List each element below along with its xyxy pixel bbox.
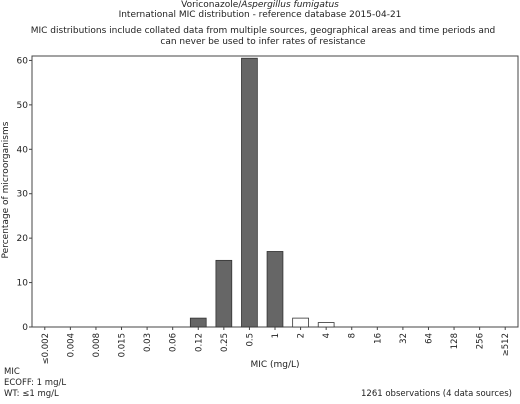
footer-mic-label: MIC [4, 367, 20, 377]
x-tick-label: 32 [399, 333, 409, 344]
x-tick-label: ≥512 [501, 333, 511, 356]
bars [189, 57, 335, 328]
x-tick-label: 0.06 [169, 333, 179, 352]
x-tick-label: 0.004 [66, 333, 76, 357]
x-tick-label: 256 [476, 333, 486, 349]
footer-observations: 1261 observations (4 data sources) [361, 389, 512, 399]
chart-subtitle: MIC distributions include collated data … [30, 26, 496, 47]
y-tick-label: 40 [17, 145, 29, 155]
x-tick-label: 128 [450, 333, 460, 349]
x-tick-label: 0.25 [220, 333, 230, 352]
bar-0.5 [241, 57, 258, 328]
bar-0.25 [215, 259, 233, 328]
x-tick-label: 16 [373, 333, 383, 344]
y-tick-label: 0 [22, 323, 28, 333]
x-tick-label: 2 [297, 333, 307, 338]
x-tick-label: 0.008 [92, 333, 102, 357]
bar-0.12 [189, 317, 207, 328]
y-tick-label: 50 [17, 101, 29, 111]
footer-ecoff: ECOFF: 1 mg/L [4, 378, 67, 388]
x-tick-label: 0.12 [194, 333, 204, 352]
bar-2 [292, 317, 309, 328]
ticks: 0 10 20 30 40 50 60 ≤0.002 0.004 0.008 0.015 0.03 0.… [17, 56, 512, 364]
x-tick-label: 0.015 [118, 333, 128, 357]
x-tick-label: 1 [271, 333, 281, 338]
y-tick-label: 20 [17, 234, 29, 244]
x-tick-label: 0.03 [143, 333, 153, 352]
y-axis-label: Percentage of microorganisms [1, 121, 11, 258]
x-tick-label: 64 [424, 333, 434, 344]
x-tick-label: 8 [348, 333, 358, 338]
y-tick-label: 60 [17, 56, 29, 66]
title-prefix: Voriconazole/ [181, 0, 242, 10]
y-tick-label: 30 [17, 190, 29, 200]
footer-wt: WT: ≤1 mg/L [4, 389, 59, 399]
chart-title-line2: International MIC distribution - referen… [118, 10, 402, 20]
x-tick-label: 0.5 [245, 333, 255, 347]
x-tick-label: ≤0.002 [41, 333, 51, 364]
bar-4 [317, 322, 335, 328]
bar-1 [266, 251, 284, 328]
x-tick-label: 4 [322, 333, 332, 338]
x-axis-label: MIC (mg/L) [250, 360, 299, 370]
y-tick-label: 10 [17, 279, 29, 289]
title-organism: Aspergillus fumigatus [241, 0, 339, 10]
chart-title-line1: Voriconazole/Aspergillus fumigatus [0, 0, 520, 11]
